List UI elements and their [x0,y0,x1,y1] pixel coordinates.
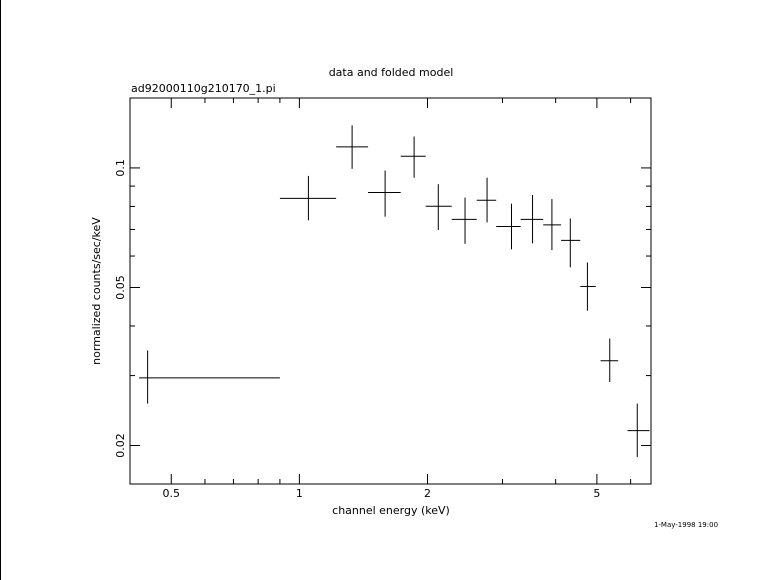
x-tick-label: 1 [296,487,303,500]
x-axis-label: channel energy (keV) [332,504,450,517]
data-point [425,184,452,230]
data-point [451,197,477,244]
chart-subtitle: ad92000110g210170_1.pi [131,82,276,95]
data-point [139,350,280,404]
data-point [580,262,596,311]
data-point [627,403,650,458]
data-point [336,125,369,169]
axis-ticks [129,98,651,484]
x-tick-label: 0.5 [162,487,180,500]
data-point [600,338,619,383]
y-tick-label: 0.02 [114,433,127,458]
y-tick-label: 0.05 [114,275,127,300]
data-points [139,125,650,458]
chart-title: data and folded model [329,66,454,79]
y-tick-label: 0.1 [114,159,127,177]
tick-labels: 0.5 1 2 5 0.02 0.05 0.1 [114,159,600,500]
window-left-edge [0,0,1,580]
data-point [368,170,401,217]
data-point [476,177,497,223]
x-tick-label: 2 [424,487,431,500]
y-axis-label: normalized counts/sec/keV [90,217,103,365]
data-point [279,175,337,221]
x-tick-label: 5 [593,487,600,500]
plot-frame [129,97,652,485]
data-point [400,136,426,178]
data-point [520,194,544,244]
timestamp: 1-May-1998 19:00 [654,521,718,529]
data-point [561,218,581,268]
data-point [543,199,562,251]
data-point [496,203,521,250]
